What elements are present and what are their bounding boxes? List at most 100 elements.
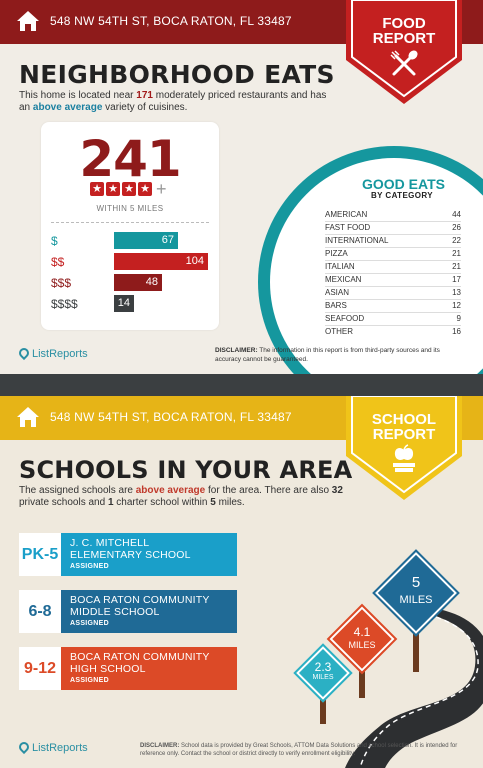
distance-sign-4-1: 4.1 MILES (326, 603, 398, 675)
school-report-panel: 548 NW 54TH ST, BOCA RATON, FL 33487 SCH… (0, 396, 483, 768)
category-value: 17 (452, 275, 461, 284)
home-icon (17, 407, 39, 427)
good-eats-title: GOOD EATS (362, 176, 445, 192)
grade-range: PK-5 (19, 533, 61, 576)
school-report-badge: SCHOOL REPORT (346, 396, 462, 500)
category-row: AMERICAN 44 (325, 208, 461, 222)
category-name: ITALIAN (325, 262, 355, 271)
within-label: WITHIN 5 MILES (96, 204, 164, 213)
page-title-schools: SCHOOLS IN YOUR AREA (19, 456, 353, 484)
assigned-badge: ASSIGNED (70, 620, 109, 627)
school-info: BOCA RATON COMMUNITY HIGH SCHOOL ASSIGNE… (61, 647, 237, 690)
total-restaurants: 241 (79, 130, 181, 188)
school-name-line1: BOCA RATON COMMUNITY (70, 594, 210, 606)
school-name-line1: J. C. MITCHELL (70, 537, 150, 549)
category-value: 22 (452, 236, 461, 245)
price-tier-bar: 104 (114, 253, 208, 270)
category-value: 9 (456, 314, 461, 323)
category-row: ASIAN 13 (325, 286, 461, 300)
restaurant-count: 171 (136, 90, 153, 101)
school-name-line2: ELEMENTARY SCHOOL (70, 549, 191, 561)
category-name: FAST FOOD (325, 223, 371, 232)
listreports-logo-icon (16, 739, 32, 755)
category-name: MEXICAN (325, 275, 362, 284)
intro-text-part: private schools and (19, 497, 108, 508)
disclaimer-text: School data is provided by Great Schools… (140, 743, 458, 757)
intro-text-part: for the area. There are also (205, 485, 332, 496)
logo-text: ListReports (32, 348, 88, 360)
category-name: OTHER (325, 327, 353, 336)
category-name: INTERNATIONAL (325, 236, 389, 245)
price-tier-label: $$ (51, 255, 65, 269)
category-name: BARS (325, 301, 347, 310)
distance-sign-2-3: 2.3 MILES (293, 643, 353, 703)
school-info: J. C. MITCHELL ELEMENTARY SCHOOL ASSIGNE… (61, 533, 237, 576)
assigned-badge: ASSIGNED (70, 677, 109, 684)
school-name-line2: HIGH SCHOOL (70, 663, 146, 675)
road-illustration (320, 606, 483, 768)
fork-knife-icon (390, 50, 418, 76)
food-report-panel: 548 NW 54TH ST, BOCA RATON, FL 33487 FOO… (0, 0, 483, 374)
distance-sign-5: 5 MILES (372, 549, 460, 637)
intro-text-part: variety of cuisines. (102, 102, 188, 113)
sign-post (359, 646, 365, 698)
charter-school-count: 1 (107, 497, 114, 508)
price-tier-label: $ (51, 234, 58, 248)
sign-unit: MILES (399, 594, 433, 606)
good-eats-circle-inner (270, 158, 483, 374)
category-value: 21 (452, 262, 461, 271)
star-icon: ★ (122, 182, 136, 196)
disclaimer-text: The information in this report is from t… (215, 347, 440, 363)
section-separator (0, 374, 483, 396)
price-tier-value: 67 (161, 234, 174, 246)
sign-post (320, 676, 326, 724)
category-row: FAST FOOD 26 (325, 221, 461, 235)
grade-range: 9-12 (19, 647, 61, 690)
school-name-line2: MIDDLE SCHOOL (70, 606, 160, 618)
category-row: OTHER 16 (325, 325, 461, 339)
intro-text-part: This home is located near (19, 90, 137, 101)
disclaimer-label: DISCLAIMER: (140, 743, 180, 749)
intro-text-part: The assigned schools are (19, 485, 136, 496)
divider (51, 222, 209, 223)
intro-text-part: miles. (215, 497, 245, 508)
category-row: PIZZA 21 (325, 247, 461, 261)
category-value: 26 (452, 223, 461, 232)
grade-range: 6-8 (19, 590, 61, 633)
category-row: INTERNATIONAL 22 (325, 234, 461, 248)
private-school-count: 32 (331, 485, 343, 496)
sign-value: 5 (411, 574, 421, 591)
food-badge-line1: FOOD (382, 15, 426, 32)
by-category-label: BY CATEGORY (371, 191, 434, 200)
category-row: BARS 12 (325, 299, 461, 313)
category-name: SEAFOOD (325, 314, 365, 323)
variety-rating: above average (32, 102, 103, 113)
sign-value: 4.1 (353, 625, 371, 639)
sign-unit: MILES (312, 674, 334, 681)
page-title-food: NEIGHBORHOOD EATS (19, 60, 335, 89)
listreports-logo[interactable]: ListReports (16, 345, 88, 361)
price-tier-bar: 14 (114, 295, 134, 312)
school-intro-text: The assigned schools are above average f… (19, 485, 359, 509)
category-value: 12 (452, 301, 461, 310)
radius-miles: 5 (210, 497, 216, 508)
food-report-badge: FOOD REPORT (346, 0, 462, 104)
food-badge-line2: REPORT (372, 30, 436, 47)
category-value: 21 (452, 249, 461, 258)
school-info: BOCA RATON COMMUNITY MIDDLE SCHOOL ASSIG… (61, 590, 237, 633)
plus-icon: + (156, 179, 167, 199)
category-value: 44 (452, 210, 461, 219)
apple-books-icon (393, 444, 415, 472)
category-name: AMERICAN (325, 210, 368, 219)
listreports-logo[interactable]: ListReports (16, 739, 88, 755)
school-address: 548 NW 54TH ST, BOCA RATON, FL 33487 (50, 410, 292, 424)
category-name: PIZZA (325, 249, 348, 258)
category-value: 13 (452, 288, 461, 297)
category-row: SEAFOOD 9 (325, 312, 461, 326)
restaurant-summary-card: 241 ★ ★ ★ ★ + WITHIN 5 MILES $ 67 $$ 104… (41, 122, 219, 330)
star-icon: ★ (106, 182, 120, 196)
category-row: ITALIAN 21 (325, 260, 461, 274)
sign-post (413, 612, 419, 672)
disclaimer-label: DISCLAIMER: (215, 347, 258, 354)
price-tier-value: 14 (117, 297, 130, 309)
